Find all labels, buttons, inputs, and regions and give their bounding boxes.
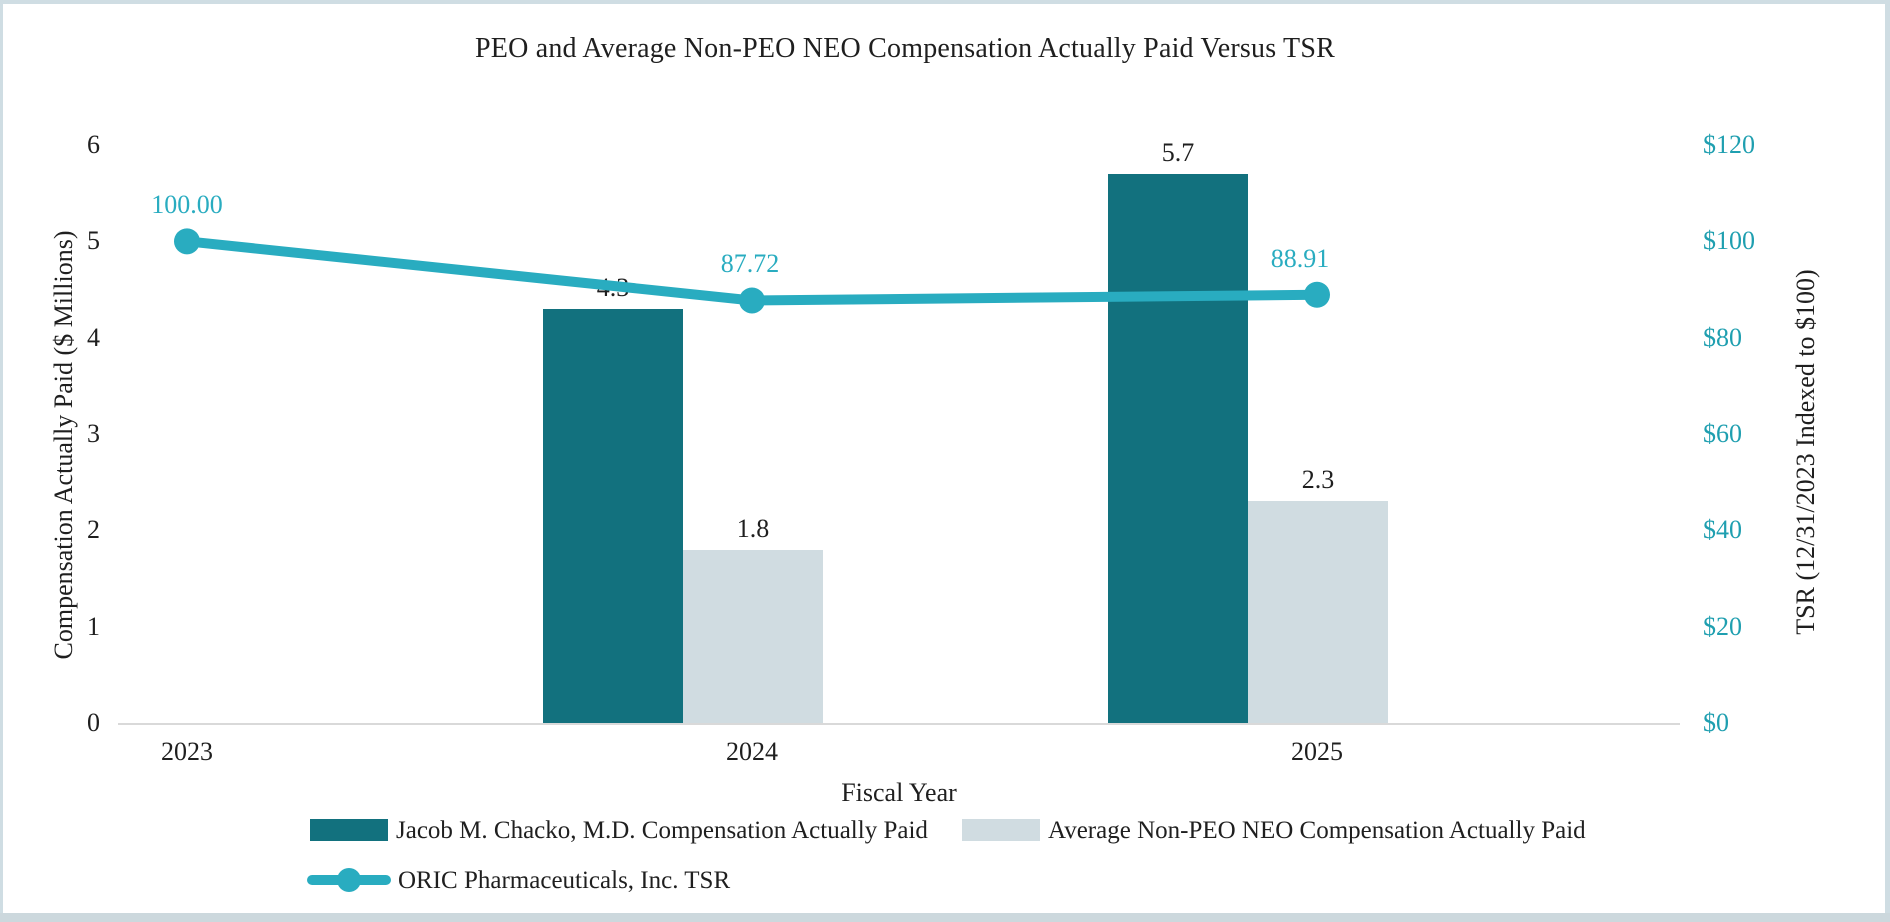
right-axis-tick-label: $100: [1703, 226, 1755, 256]
tsr-marker: [739, 287, 765, 314]
x-axis-title: Fiscal Year: [841, 778, 957, 807]
right-axis-tick-label: $0: [1703, 708, 1729, 737]
page-border-bottom: [0, 913, 1890, 922]
legend-line-marker-icon: [337, 868, 361, 892]
legend-label-nonpeo-bar: Average Non-PEO NEO Compensation Actuall…: [1048, 817, 1586, 844]
x-axis-line: [118, 723, 1680, 725]
tsr-value-label: 100.00: [151, 190, 223, 220]
tsr-value-label: 88.91: [1270, 243, 1330, 273]
bar: [1248, 501, 1388, 723]
year-label: 2024: [726, 737, 778, 766]
year-label: 2025: [1291, 737, 1343, 766]
bar-value-label: 5.7: [1161, 137, 1195, 167]
left-axis-tick-label: 3: [87, 419, 100, 448]
bar: [543, 308, 683, 723]
page-border-top: [0, 0, 1890, 4]
bar-value-label: 1.8: [736, 513, 770, 543]
left-axis-tick-label: 0: [87, 708, 100, 737]
left-axis-tick-label: 1: [87, 611, 100, 641]
right-axis-tick-label: $60: [1703, 419, 1742, 448]
right-axis-tick-label: $20: [1703, 611, 1742, 641]
right-axis-tick-label: $40: [1703, 515, 1742, 545]
bar: [1108, 173, 1248, 723]
tsr-marker: [174, 228, 200, 255]
legend-label-peo-bar: Jacob M. Chacko, M.D. Compensation Actua…: [396, 817, 928, 844]
bar: [683, 549, 823, 723]
right-axis-tick-label: $120: [1703, 130, 1755, 159]
left-axis-tick-label: 4: [87, 322, 100, 352]
right-axis-tick-label: $80: [1703, 322, 1742, 352]
tsr-marker: [1304, 281, 1330, 308]
legend-label-tsr-line: ORIC Pharmaceuticals, Inc. TSR: [398, 867, 731, 894]
page-border-left: [0, 0, 3, 922]
legend-swatch-nonpeo-bar: [962, 819, 1040, 841]
left-axis-tick-label: 5: [87, 226, 100, 256]
bar-value-label: 2.3: [1301, 465, 1335, 495]
page-border-right: [1885, 0, 1890, 922]
left-axis-tick-label: 6: [87, 130, 100, 159]
legend-swatch-peo-bar: [310, 819, 388, 841]
tsr-value-label: 87.72: [720, 249, 780, 279]
left-axis-tick-label: 2: [87, 515, 100, 545]
year-label: 2023: [161, 737, 213, 766]
chart-title: PEO and Average Non-PEO NEO Compensation…: [475, 33, 1335, 64]
